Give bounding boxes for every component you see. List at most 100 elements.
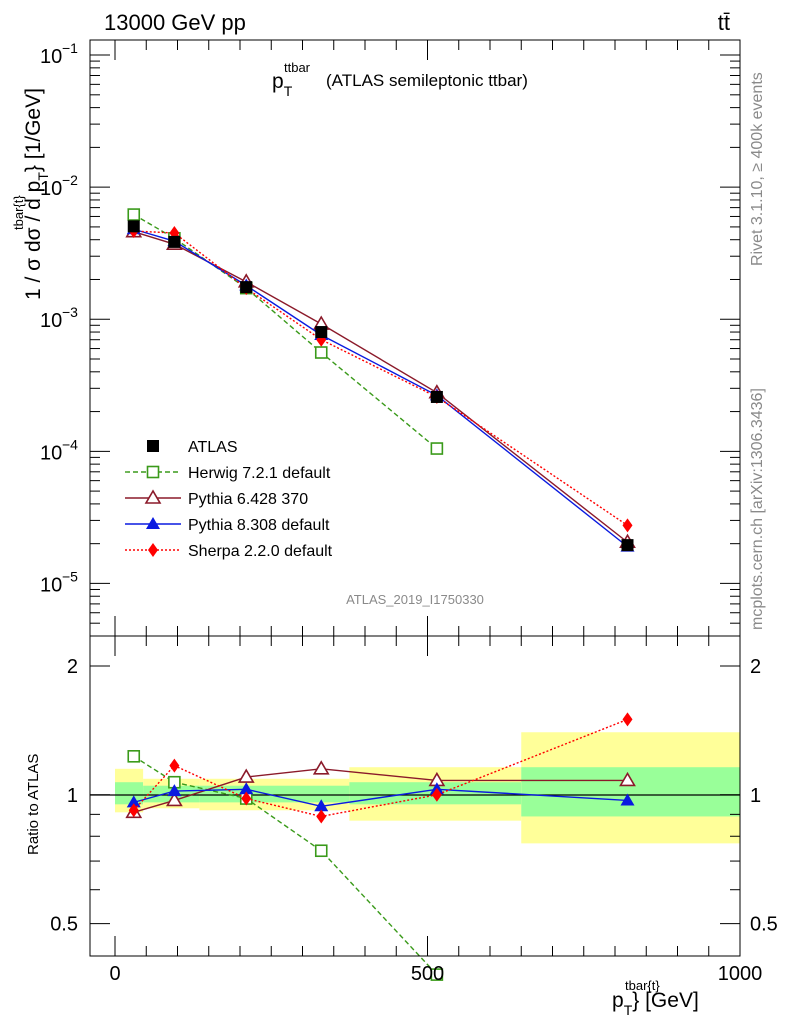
main-atlas-point [168,235,181,248]
y-tick-label-exponent: −5 [62,568,78,584]
ylabel-pre: 1 / σ dσ / d p [22,181,45,300]
ratio-x-tick-labels: 0 500 1000 [109,963,762,985]
ylabel-sub: T [35,172,51,181]
title-rest: (ATLAS semileptonic ttbar) [326,71,528,90]
ylabel-sup: tbar{t} [11,195,26,230]
ratio-x-tick-label: 1000 [718,963,763,985]
main-plot-ticks [90,40,741,637]
main-pythia-8-308-default-line [133,228,628,548]
title-sup: ttbar [284,60,311,75]
rivet-version-text: Rivet 3.1.10, ≥ 400k events [749,72,766,266]
ylabel-post: } [1/GeV] [22,88,45,172]
y-tick-label: 10 [40,178,62,200]
legend-marker-pythia-8-308-default [146,517,160,529]
xlabel-sup: tbar{t} [625,978,660,993]
ratio-herwig-7-2-1-default-point [127,750,141,763]
main-atlas-point [621,539,634,552]
ratio-y-tick-label: 0.5 [50,914,78,936]
ratio-herwig-7-2-1-default-point [430,968,444,981]
inner-uncertainty-band [521,767,740,817]
process-label: 13000 GeV pp [104,10,246,35]
y-tick-label-exponent: −2 [62,172,78,188]
legend: ATLAS Herwig 7.2.1 default Pythia 6.428 37… [125,439,333,560]
ratio-pythia-8-308-default-point [126,795,141,808]
ratio-sherpa-2-2-0-default-point [431,787,442,802]
ratio-y-tick-labels: 0.5 0.5 1 1 2 2 [50,656,778,936]
y-tick-label-exponent: −3 [62,304,78,320]
xlabel-sub: T [624,1002,633,1018]
ratio-plot-frame [89,635,741,957]
ratio-y-tick-label-right: 2 [750,656,761,678]
main-y-axis-label: 1 / σ dσ / d pT} [1/GeV] [22,88,51,300]
main-sherpa-2-2-0-default-line [133,230,628,526]
final-state-label: tt̄ [718,10,730,35]
mcplots-reference-text: mcplots.cern.ch [arXiv:1306.3436] [749,388,766,630]
y-tick-label: 10 [40,574,62,596]
legend-marker-herwig-7-2-1-default [146,465,160,479]
main-plot-panel: 10−110−210−310−410−5 pT ttbar (ATLAS sem… [11,39,741,637]
ratio-x-tick-label: 500 [411,963,444,985]
main-atlas-point [127,220,140,233]
y-tick-label: 10 [40,310,62,332]
ratio-y-tick-label-right: 1 [750,785,761,807]
main-atlas-point [315,326,328,339]
ratio-x-tick-label: 0 [109,963,120,985]
main-herwig-7-2-1-default-line [133,213,438,450]
ratio-pythia-8-308-default-point [167,784,182,797]
title-main: p [272,70,284,93]
ratio-plot-series [125,712,636,981]
ratio-pythia-8-308-default-point [314,799,329,812]
ratio-pythia-8-308-default-line [133,788,628,807]
title-sub: T [284,83,293,99]
main-atlas-point [430,390,443,403]
ratio-pythia-6-428-370-point [312,760,330,775]
ratio-plot-panel: 0.5 0.5 1 1 2 2 0 500 1000 Ratio to ATLAS pT} [… [25,635,778,1018]
ratio-pythia-8-308-default-point [620,793,635,806]
ratio-y-tick-label-right: 0.5 [750,914,778,936]
svg-text:pT} [GeV]: pT} [GeV] [612,989,699,1018]
ratio-pythia-6-428-370-point [165,791,183,807]
ratio-pythia-8-308-default-point [239,782,254,795]
legend-marker-sherpa-2-2-0-default [148,543,158,557]
legend-label-herwig-7-2-1-default: Herwig 7.2.1 default [188,465,331,482]
legend-marker-atlas [147,440,159,452]
ratio-y-tick-label: 1 [67,785,78,807]
ratio-pythia-6-428-370-line [133,768,628,813]
ratio-sherpa-2-2-0-default-point [622,712,633,727]
legend-label-pythia-6-428-370: Pythia 6.428 370 [188,491,308,508]
main-atlas-point [240,281,253,294]
y-tick-label-exponent: −4 [62,436,78,452]
ratio-sherpa-2-2-0-default-line [133,718,628,818]
main-sherpa-2-2-0-default-point [622,518,633,533]
x-axis-label: pT} [GeV] tbar{t} [612,978,699,1018]
main-herwig-7-2-1-default-point [127,208,141,221]
xlabel-post: } [GeV] [632,989,699,1012]
plot-title: pT [272,70,293,99]
xlabel-pre: p [612,989,624,1012]
ratio-sherpa-2-2-0-default-point [241,791,252,806]
svg-text:1 / σ dσ / d pT} [1/GeV]: 1 / σ dσ / d pT} [1/GeV] [22,88,51,300]
main-y-tick-labels: 10−110−210−310−410−5 [40,40,78,596]
ratio-y-tick-label: 2 [67,656,78,678]
main-herwig-7-2-1-default-point [430,442,444,455]
ratio-herwig-7-2-1-default-point [314,844,328,858]
ratio-sherpa-2-2-0-default-point [128,803,139,818]
inner-uncertainty-band [199,785,350,803]
y-tick-label-exponent: −1 [62,40,78,56]
ratio-pythia-6-428-370-point [619,771,636,787]
legend-label-pythia-8-308-default: Pythia 8.308 default [188,517,330,534]
y-tick-label: 10 [40,442,62,464]
legend-label-sherpa-2-2-0-default: Sherpa 2.2.0 default [188,543,333,560]
ratio-sherpa-2-2-0-default-point [316,809,327,824]
legend-marker-pythia-6-428-370 [144,489,162,504]
y-tick-label: 10 [40,46,62,68]
ratio-plot-ticks [90,636,741,956]
main-herwig-7-2-1-default-point [314,346,328,359]
ratio-sherpa-2-2-0-default-point [169,758,180,773]
main-plot-series [125,208,636,552]
ratio-pythia-6-428-370-point [237,768,255,783]
inner-uncertainty-band [115,782,144,805]
ratio-uncertainty-bands [115,732,740,844]
analysis-id-watermark: ATLAS_2019_I1750330 [346,592,484,607]
